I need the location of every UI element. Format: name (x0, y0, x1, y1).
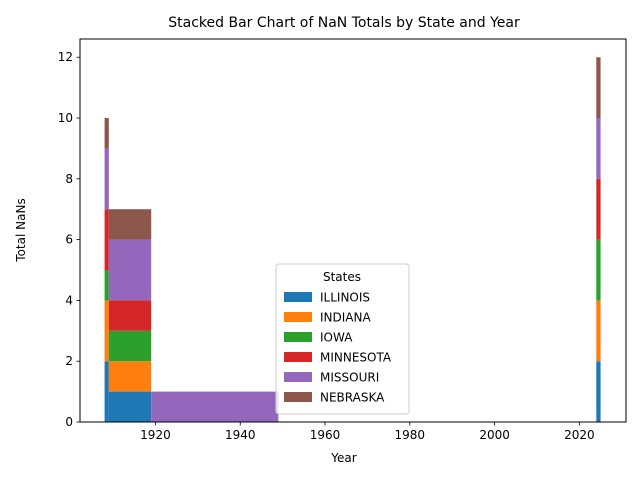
x-tick-label: 1940 (225, 428, 256, 442)
bar-segment-missouri-1 (108, 239, 152, 301)
bar-segment-missouri-2 (151, 391, 279, 422)
legend-swatch-nebraska (284, 392, 312, 402)
y-tick-label: 10 (58, 111, 73, 125)
x-axis-label: Year (330, 451, 356, 465)
bar-segment-nebraska-3 (596, 57, 601, 119)
bar-segment-nebraska-0 (104, 118, 109, 149)
x-tick-label: 2020 (564, 428, 595, 442)
legend-label-iowa: IOWA (320, 331, 353, 345)
legend-items: ILLINOIS INDIANA IOWA MINNESOTA MISSOURI NEBR… (284, 291, 392, 405)
y-tick-label: 2 (65, 354, 73, 368)
legend-label-minnesota: MINNESOTA (320, 351, 392, 365)
bar-segment-iowa-0 (104, 270, 109, 301)
bar-segment-minnesota-1 (108, 300, 152, 331)
axes-frame (79, 38, 627, 423)
bar-segment-minnesota-0 (104, 209, 109, 271)
legend-title: States (323, 270, 361, 284)
y-tick-label: 8 (65, 172, 73, 186)
bars-layer (104, 57, 601, 422)
chart-title: Stacked Bar Chart of NaN Totals by State… (168, 15, 520, 31)
bar-segment-iowa-1 (108, 330, 152, 362)
legend-label-illinois: ILLINOIS (320, 291, 370, 305)
bar-segment-minnesota-3 (596, 178, 601, 240)
x-tick-label: 1920 (140, 428, 171, 442)
legend-swatch-minnesota (284, 352, 312, 362)
legend-swatch-missouri (284, 372, 312, 382)
y-axis-ticks: 0 2 4 6 8 10 12 (58, 50, 80, 429)
bar-segment-indiana-1 (108, 361, 152, 392)
legend-swatch-illinois (284, 292, 312, 302)
bar-segment-missouri-0 (104, 148, 109, 210)
legend: States ILLINOIS INDIANA IOWA MINNESOTA MISSO… (275, 263, 410, 415)
bar-segment-illinois-3 (596, 361, 601, 422)
bar-segment-illinois-1 (108, 391, 152, 422)
y-tick-label: 12 (58, 50, 73, 64)
bar-segment-indiana-3 (596, 300, 601, 362)
x-tick-label: 1980 (395, 428, 426, 442)
bar-segment-nebraska-1 (108, 209, 152, 240)
legend-label-nebraska: NEBRASKA (320, 391, 385, 405)
y-tick-label: 0 (65, 415, 73, 429)
bar-segment-indiana-0 (104, 300, 109, 362)
x-tick-label: 1960 (310, 428, 341, 442)
y-axis-label: Total NaNs (14, 198, 28, 262)
legend-label-missouri: MISSOURI (320, 371, 379, 385)
legend-swatch-indiana (284, 312, 312, 322)
legend-swatch-iowa (284, 332, 312, 342)
bar-segment-missouri-3 (596, 118, 601, 179)
legend-label-indiana: INDIANA (320, 311, 371, 325)
y-tick-label: 6 (65, 233, 73, 247)
y-tick-label: 4 (65, 293, 73, 307)
bar-segment-illinois-0 (104, 361, 109, 422)
x-tick-label: 2000 (479, 428, 510, 442)
bar-segment-iowa-3 (596, 239, 601, 301)
x-axis-ticks: 1920 1940 1960 1980 2000 2020 (140, 422, 595, 442)
